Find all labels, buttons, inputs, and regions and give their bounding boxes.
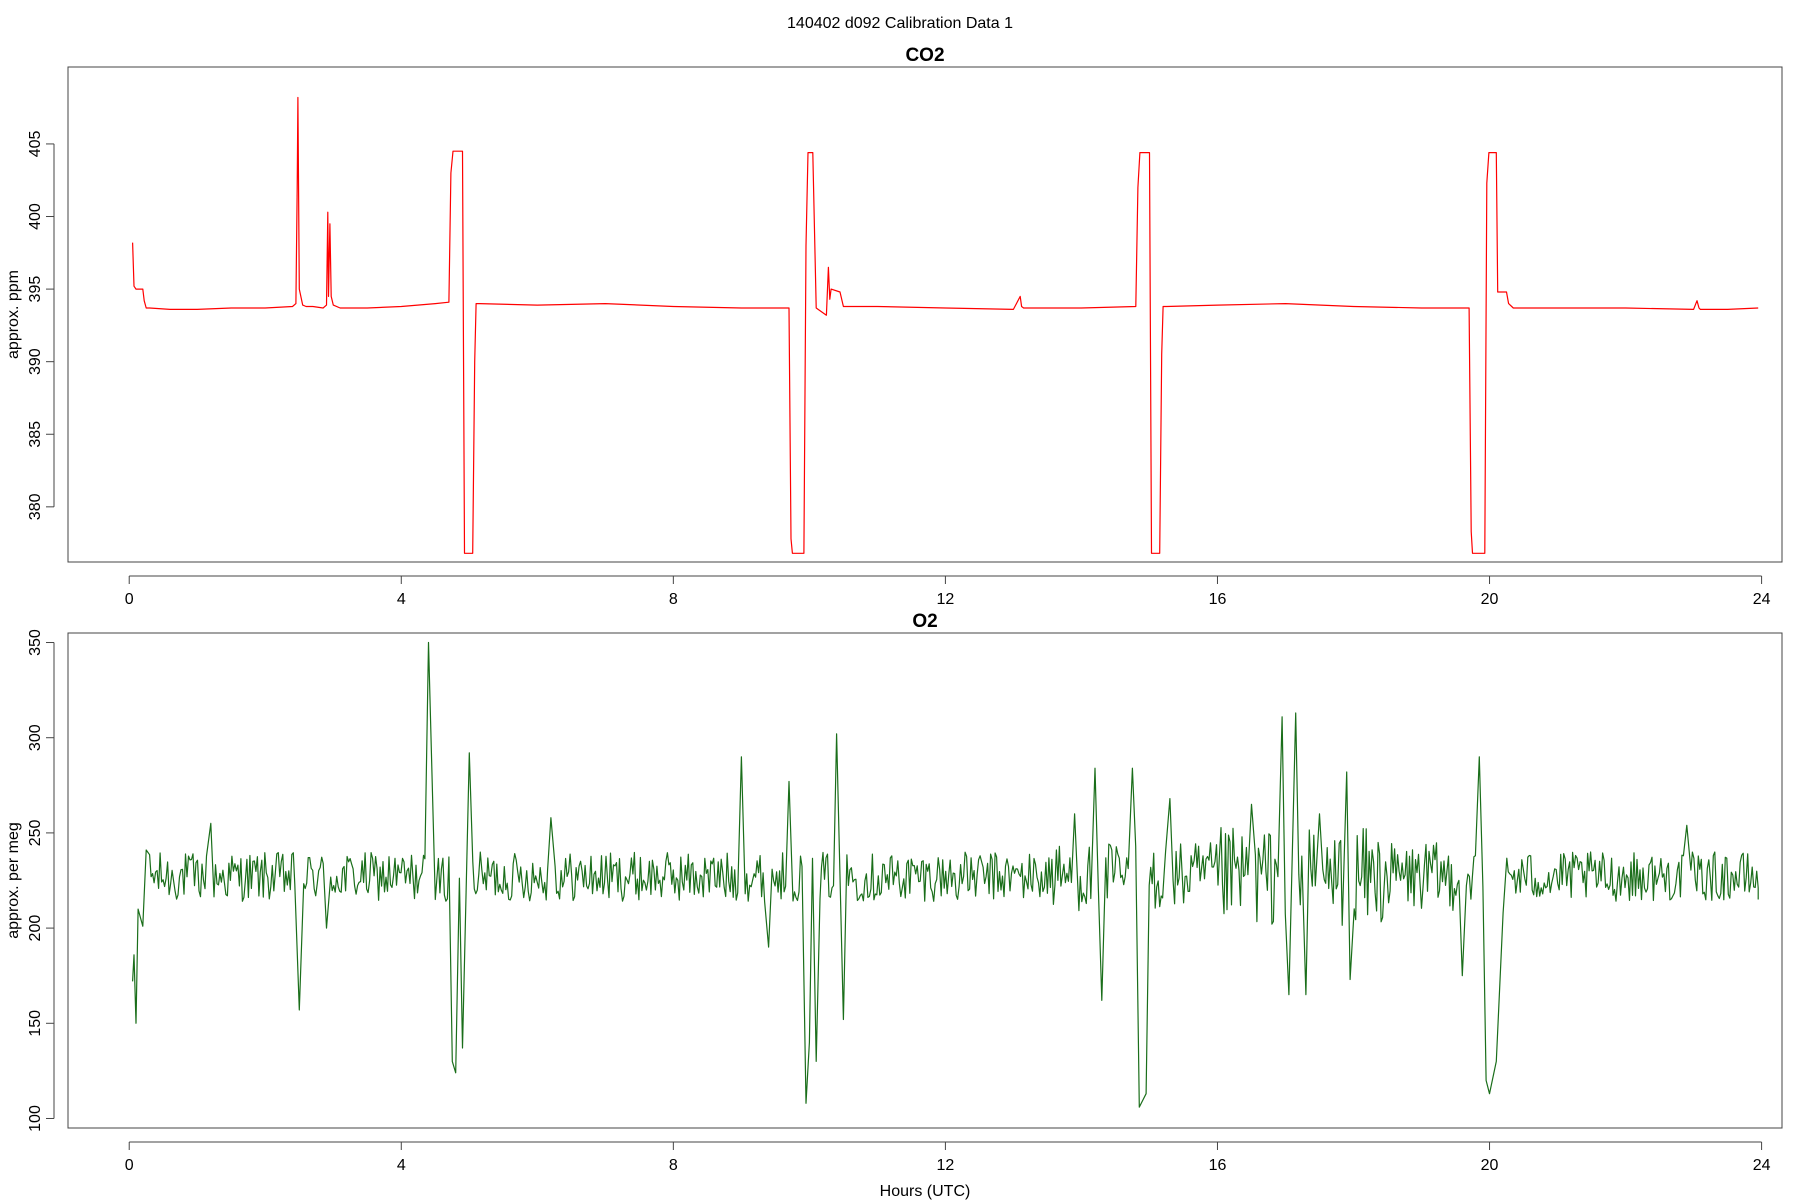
y-tick-label: 100 <box>27 1105 44 1132</box>
y-axis-title: approx. per meg <box>5 822 22 939</box>
x-tick-label: 4 <box>397 591 406 608</box>
y-axis-title: approx. ppm <box>5 270 22 359</box>
x-tick-label: 20 <box>1481 1157 1499 1174</box>
figure-title: 140402 d092 Calibration Data 1 <box>787 15 1013 32</box>
plot-frame <box>67 66 1783 563</box>
y-tick-label: 300 <box>27 724 44 751</box>
x-tick-label: 24 <box>1753 1157 1771 1174</box>
x-tick-label: 24 <box>1753 591 1771 608</box>
data-line <box>132 641 1759 1108</box>
x-tick-label: 4 <box>397 1157 406 1174</box>
x-tick-label: 16 <box>1209 591 1227 608</box>
y-tick-label: 385 <box>27 421 44 448</box>
x-tick-label: 20 <box>1481 591 1499 608</box>
y-tick-label: 395 <box>27 276 44 303</box>
plot-frame <box>67 632 1783 1129</box>
x-tick-label: 0 <box>125 591 134 608</box>
y-tick-label: 350 <box>27 629 44 656</box>
x-tick-label: 8 <box>669 1157 678 1174</box>
y-tick-label: 400 <box>27 203 44 230</box>
y-tick-label: 150 <box>27 1010 44 1037</box>
data-line <box>132 96 1759 554</box>
y-tick-label: 200 <box>27 915 44 942</box>
x-tick-label: 8 <box>669 591 678 608</box>
y-tick-label: 380 <box>27 493 44 520</box>
y-tick-label: 390 <box>27 348 44 375</box>
panel-title: O2 <box>912 611 937 632</box>
x-axis-title: Hours (UTC) <box>880 1183 971 1200</box>
panel-title: CO2 <box>905 45 944 66</box>
o2-panel: O2 0 4 8 12 16 20 24 100 150 200 250 300 350 approx. p… <box>5 611 1783 1200</box>
co2-panel: CO2 0 4 8 12 16 20 24 380 385 390 395 400 405 approx. … <box>5 45 1783 608</box>
x-tick-label: 16 <box>1209 1157 1227 1174</box>
x-tick-label: 12 <box>937 1157 955 1174</box>
y-tick-label: 405 <box>27 130 44 157</box>
y-tick-label: 250 <box>27 819 44 846</box>
x-tick-label: 0 <box>125 1157 134 1174</box>
x-tick-label: 12 <box>937 591 955 608</box>
